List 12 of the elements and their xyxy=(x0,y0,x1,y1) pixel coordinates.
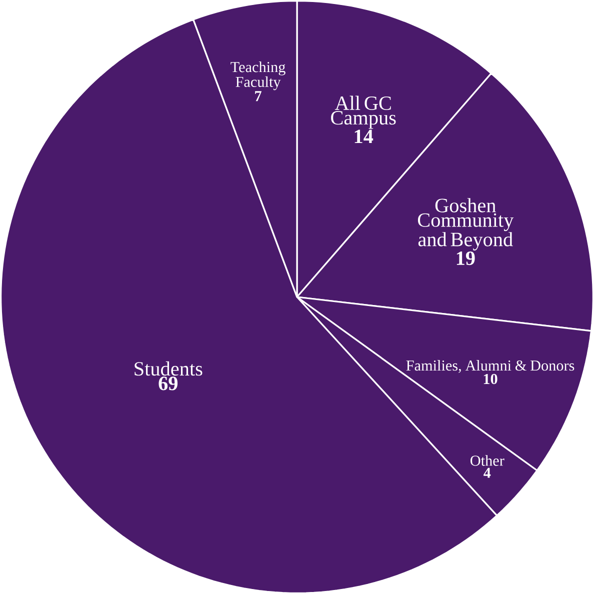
data-label: 10 xyxy=(484,374,498,384)
data-label: 69 xyxy=(158,376,178,390)
slice-label: Students xyxy=(134,361,202,376)
data-label: 19 xyxy=(456,252,475,266)
slice-label: Teaching Faculty xyxy=(230,62,286,90)
slice-label: Families, Alumni & Donors xyxy=(406,360,574,373)
data-label: 7 xyxy=(255,91,262,102)
data-label: 4 xyxy=(484,468,491,478)
slice-label: All GC Campus xyxy=(331,96,396,129)
slice-label: Goshen Community and Beyond xyxy=(418,198,514,250)
slice-label: Other xyxy=(470,455,504,466)
data-label: 14 xyxy=(354,130,374,144)
